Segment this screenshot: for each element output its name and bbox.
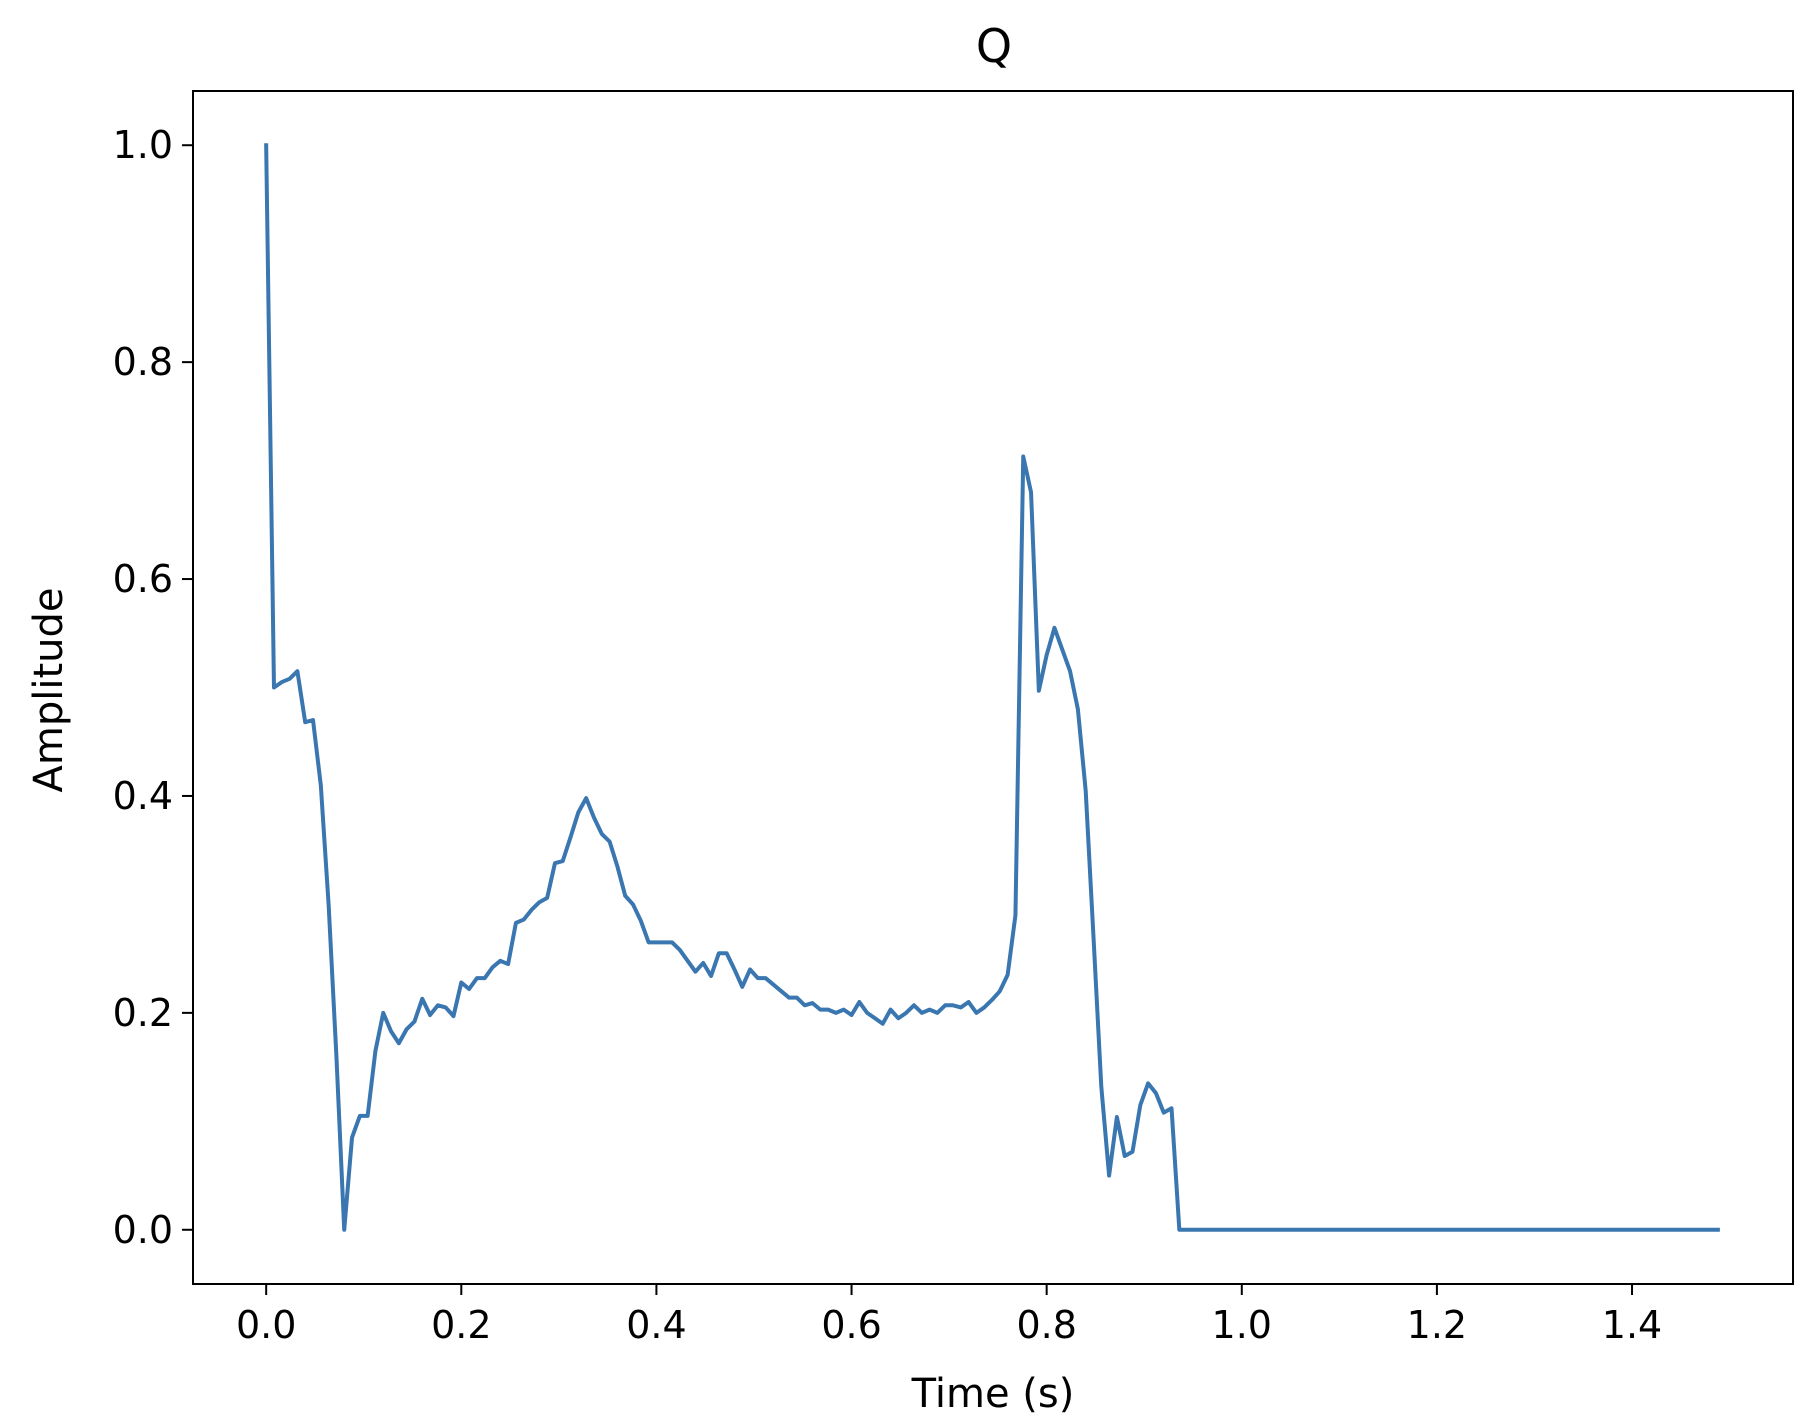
x-tick-label: 0.4: [626, 1303, 686, 1347]
y-axis-label: Amplitude: [26, 588, 72, 793]
y-axis-ticks: 0.0 0.2 0.4 0.6 0.8 1.0: [113, 123, 193, 1252]
x-tick-label: 0.6: [821, 1303, 881, 1347]
plot-frame: [192, 90, 1794, 1285]
x-tick-label: 0.8: [1016, 1303, 1076, 1347]
x-tick-label: 0.2: [431, 1303, 491, 1347]
chart-title: Q: [976, 19, 1012, 73]
x-axis-ticks: 0.0 0.2 0.4 0.6 0.8 1.0 1.2 1.4: [236, 1284, 1662, 1347]
y-tick-label: 0.8: [113, 340, 173, 384]
y-tick-label: 0.2: [113, 991, 173, 1035]
series-line: [264, 143, 1720, 1232]
y-tick-label: 0.6: [113, 557, 173, 601]
x-tick-label: 0.0: [236, 1303, 296, 1347]
x-tick-label: 1.0: [1212, 1303, 1272, 1347]
x-axis-label: Time (s): [911, 1371, 1075, 1417]
x-tick-label: 1.2: [1407, 1303, 1467, 1347]
y-tick-label: 0.0: [113, 1208, 173, 1252]
y-tick-label: 0.4: [113, 774, 173, 818]
x-tick-label: 1.4: [1602, 1303, 1662, 1347]
y-tick-label: 1.0: [113, 123, 173, 167]
